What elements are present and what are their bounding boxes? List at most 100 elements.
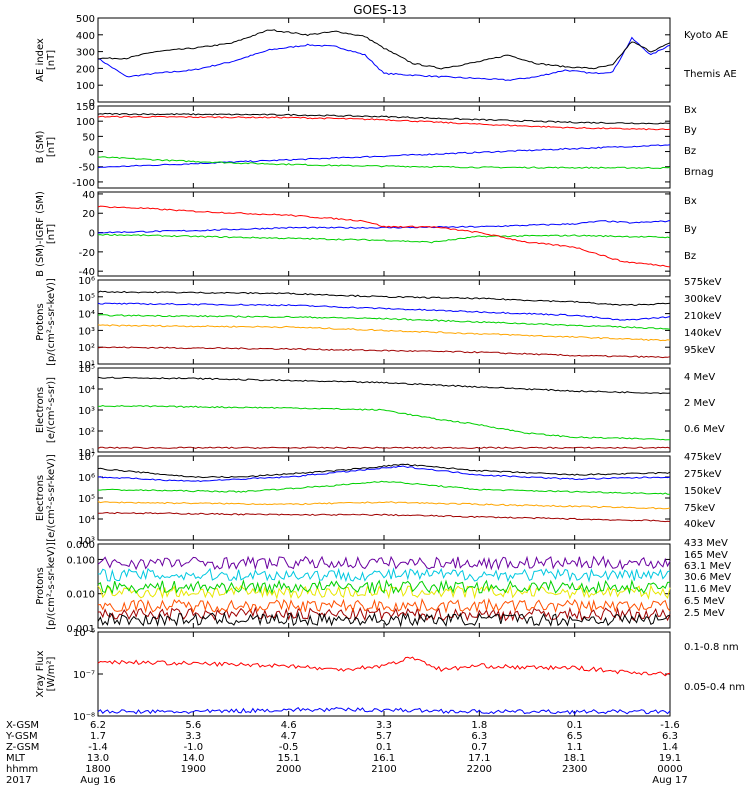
y-tick-label: 10⁵: [78, 364, 95, 375]
series-line-433-mev: [98, 606, 671, 622]
y-tick-label: 10⁵: [78, 293, 95, 304]
y-tick-label: 10⁵: [78, 494, 95, 505]
panel-protons-mev: 0.001 0.010 0.100 0.000 Protons[p/(cm²-s-sr-…: [35, 538, 731, 635]
legend-entry: By: [684, 125, 697, 136]
y-tick-label: 10⁴: [78, 310, 95, 321]
y-tick-label: 10⁷: [78, 452, 95, 463]
ephemeris-value: 0000: [657, 764, 682, 775]
ephemeris-value: 0.1: [376, 742, 392, 753]
date-start: Aug 16: [80, 775, 115, 786]
legend-entry: 275keV: [684, 469, 722, 480]
y-tick-label: 20: [82, 209, 95, 220]
series-line-0-05-0-4-nm: [97, 707, 671, 715]
series-line-4-mev: [97, 446, 671, 450]
panel-ae: 0 100 200 300 400 500 AE index[nT] Kyoto AE Them…: [35, 14, 737, 109]
panel-frame: [97, 631, 671, 717]
series-line-300kev: [97, 324, 671, 342]
y-tick-label: 10¹: [78, 360, 95, 371]
legend-entry: 210keV: [684, 311, 722, 322]
series-line-themis-ae: [97, 29, 671, 70]
ephemeris-value: 13.0: [87, 753, 109, 764]
y-tick-label: 200: [76, 64, 95, 75]
y-tick-label: 100: [76, 81, 95, 92]
ephemeris-row-label: Z-GSM: [6, 742, 39, 753]
y-tick-label: 10⁴: [78, 385, 95, 396]
legend-entry: 2 MeV: [684, 398, 715, 409]
y-tick-label: 10⁻⁸: [73, 712, 95, 723]
y-axis-label: Electrons[e/(cm²-s-sr-keV)]: [35, 454, 57, 542]
y-tick-label: 10²: [78, 427, 95, 438]
legend-entry: 0.05-0.4 nm: [684, 682, 745, 693]
series-line-2-5-mev: [97, 611, 671, 628]
series-line-150kev: [98, 480, 671, 495]
y-tick-label: 10³: [78, 406, 95, 417]
ephemeris-value: 6.5: [567, 731, 583, 742]
y-tick-label: 10¹: [78, 448, 95, 459]
legend-entry: 4 MeV: [684, 372, 715, 383]
series-line-0-6-mev: [97, 376, 671, 395]
chart-title: GOES-13: [353, 3, 407, 17]
legend-entry: 40keV: [684, 519, 715, 530]
series-line-475kev: [98, 511, 671, 523]
ephemeris-value: 6.2: [90, 720, 106, 731]
ephemeris-value: 6.3: [662, 731, 678, 742]
legend-entry: 0.1-0.8 nm: [684, 642, 739, 653]
ephemeris-value: 1.8: [471, 720, 487, 731]
ephemeris-value: 2100: [371, 764, 396, 775]
y-axis-label: B (SM)[nT]: [35, 130, 57, 163]
series-line-2-mev: [97, 404, 670, 441]
panel-protons: 10¹ 10² 10³ 10⁴ 10⁵ 10⁶ Protons[p/(cm²-s-sr-ke…: [35, 276, 722, 371]
series-line-bz: [97, 205, 671, 268]
y-tick-label: 10⁻⁷: [73, 670, 95, 681]
y-tick-label: 50: [82, 132, 95, 143]
legend-entry: 11.6 MeV: [684, 584, 731, 595]
legend-entry: Brnag: [684, 167, 714, 178]
ephemeris-value: 3.3: [185, 731, 201, 742]
ephemeris-value: 0.1: [567, 720, 583, 731]
series-line-bz: [97, 115, 671, 131]
panel-frame: [97, 191, 671, 277]
legend-entry: 6.5 MeV: [684, 596, 725, 607]
ephemeris-row-label: Y-GSM: [5, 731, 38, 742]
legend-entry: 95keV: [684, 345, 715, 356]
date-end: Aug 17: [652, 775, 687, 786]
ephemeris-value: 2000: [276, 764, 301, 775]
y-tick-label: 10⁴: [78, 515, 95, 526]
legend-entry: Bx: [684, 196, 697, 207]
ephemeris-value: 16.1: [373, 753, 395, 764]
y-tick-label: -100: [72, 178, 95, 189]
ephemeris-value: 4.6: [281, 720, 297, 731]
y-tick-label: 40: [82, 190, 95, 201]
year-label: 2017: [6, 775, 31, 786]
legend-entry: 0.6 MeV: [684, 424, 725, 435]
legend-entry: Kyoto AE: [684, 30, 728, 41]
y-tick-label: 400: [76, 31, 95, 42]
legend-entry: 300keV: [684, 294, 722, 305]
ephemeris-value: -1.0: [184, 742, 204, 753]
ephemeris-value: 6.3: [471, 731, 487, 742]
y-tick-label: 10²: [78, 343, 95, 354]
panel-frame: [97, 543, 671, 629]
panel-frame: [97, 17, 671, 103]
y-axis-label: Xray Flux[W/m²]: [35, 650, 57, 697]
series-line-575kev: [97, 346, 671, 359]
y-tick-label: 10³: [78, 536, 95, 547]
series-line-75kev: [97, 465, 671, 483]
y-tick-label: -20: [79, 248, 95, 259]
series-line-95kev: [97, 290, 671, 306]
ephemeris-value: -1.4: [88, 742, 108, 753]
series-line-6-5-mev: [97, 555, 671, 571]
series-line-40kev: [97, 463, 671, 479]
legend-entry: By: [684, 224, 697, 235]
series-line-bx: [97, 144, 671, 169]
series-line-kyoto-ae: [97, 36, 671, 81]
panel-frame: [97, 105, 671, 189]
legend-entry: Themis AE: [683, 69, 737, 80]
ephemeris-value: 2200: [467, 764, 492, 775]
panel-bsm: -100 -50 0 50 100 150 B (SM)[nT] Bx By Bz Brnag: [35, 102, 714, 189]
y-tick-label: 500: [76, 14, 95, 25]
legend-entry: 433 MeV: [684, 538, 728, 549]
legend-entry: 475keV: [684, 452, 722, 463]
y-tick-label: 0.001: [66, 624, 95, 635]
